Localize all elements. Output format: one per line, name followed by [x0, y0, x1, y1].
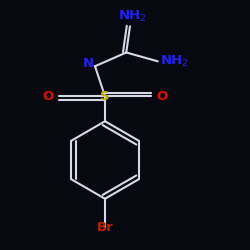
- Text: N: N: [83, 57, 94, 70]
- Text: Br: Br: [96, 221, 114, 234]
- Text: O: O: [156, 90, 168, 103]
- Text: O: O: [42, 90, 54, 103]
- Text: NH$_2$: NH$_2$: [160, 54, 189, 69]
- Text: S: S: [100, 90, 110, 103]
- Text: NH$_2$: NH$_2$: [118, 9, 147, 24]
